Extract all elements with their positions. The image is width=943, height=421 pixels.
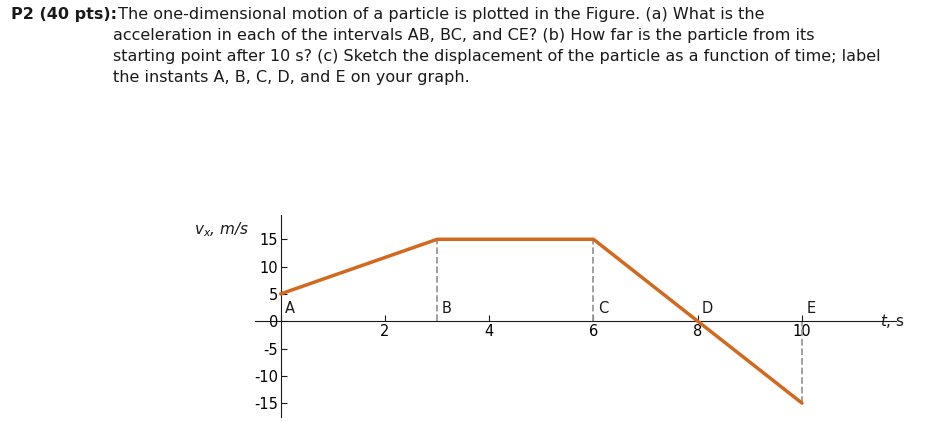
Text: The one-dimensional motion of a particle is plotted in the Figure. (a) What is t: The one-dimensional motion of a particle… bbox=[113, 7, 881, 85]
Text: C: C bbox=[598, 301, 608, 316]
Text: P2 (40 pts):: P2 (40 pts): bbox=[11, 7, 117, 22]
Text: E: E bbox=[806, 301, 816, 316]
Text: B: B bbox=[441, 301, 451, 316]
Text: $v_x$, m/s: $v_x$, m/s bbox=[194, 220, 249, 239]
Text: A: A bbox=[285, 301, 295, 316]
Text: $t$, s: $t$, s bbox=[880, 312, 905, 330]
Text: D: D bbox=[702, 301, 713, 316]
